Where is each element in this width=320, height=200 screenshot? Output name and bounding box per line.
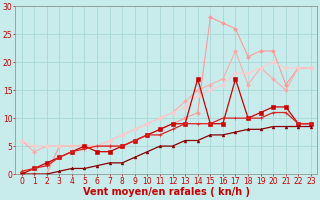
X-axis label: Vent moyen/en rafales ( kn/h ): Vent moyen/en rafales ( kn/h ) (83, 187, 250, 197)
